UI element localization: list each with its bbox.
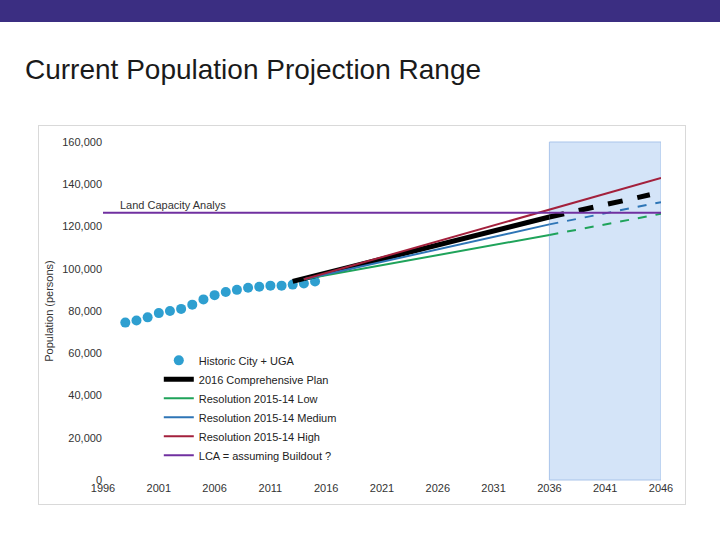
svg-text:Resolution 2015-14 Medium: Resolution 2015-14 Medium <box>199 412 337 424</box>
svg-text:2041: 2041 <box>593 482 617 494</box>
svg-text:100,000: 100,000 <box>62 263 102 275</box>
svg-text:1996: 1996 <box>91 482 115 494</box>
svg-text:LCA = assuming Buildout ?: LCA = assuming Buildout ? <box>199 450 331 462</box>
svg-text:2046: 2046 <box>649 482 673 494</box>
svg-text:60,000: 60,000 <box>68 347 102 359</box>
svg-text:Historic City + UGA: Historic City + UGA <box>199 355 295 367</box>
svg-text:Population (persons): Population (persons) <box>43 260 55 362</box>
svg-text:2006: 2006 <box>202 482 226 494</box>
svg-text:Resolution 2015-14 High: Resolution 2015-14 High <box>199 431 320 443</box>
svg-text:160,000: 160,000 <box>62 136 102 148</box>
html-text:Current Population Projection: Current Population Projection Range <box>25 54 482 85</box>
svg-text:40,000: 40,000 <box>68 389 102 401</box>
svg-text:140,000: 140,000 <box>62 178 102 190</box>
svg-text:2026: 2026 <box>426 482 450 494</box>
svg-text:2016 Comprehensive Plan: 2016 Comprehensive Plan <box>199 374 329 386</box>
svg-text:2021: 2021 <box>370 482 394 494</box>
svg-text:2001: 2001 <box>147 482 171 494</box>
svg-text:2031: 2031 <box>481 482 505 494</box>
svg-text:80,000: 80,000 <box>68 305 102 317</box>
svg-text:2036: 2036 <box>537 482 561 494</box>
svg-text:2016: 2016 <box>314 482 338 494</box>
svg-text:0: 0 <box>96 474 102 486</box>
svg-text:Land Capacity Analys: Land Capacity Analys <box>120 199 226 211</box>
svg-text:20,000: 20,000 <box>68 432 102 444</box>
svg-text:2011: 2011 <box>259 482 283 494</box>
svg-text:120,000: 120,000 <box>62 220 102 232</box>
svg-text:Resolution 2015-14 Low: Resolution 2015-14 Low <box>199 393 318 405</box>
